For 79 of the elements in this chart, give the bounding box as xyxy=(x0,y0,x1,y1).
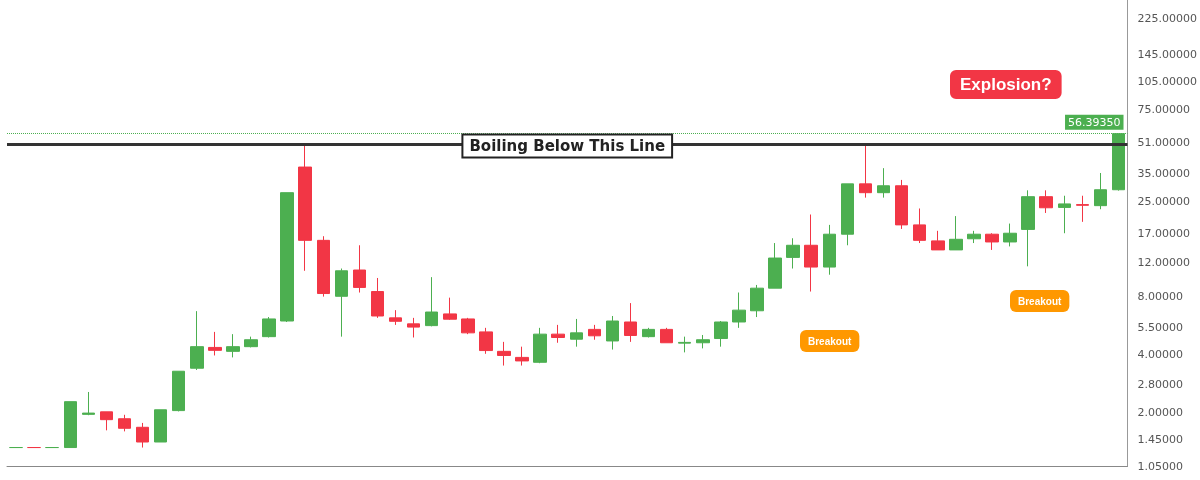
candlestick xyxy=(389,309,402,326)
candlestick xyxy=(208,331,222,356)
ref-line-label: Boiling Below This Line xyxy=(469,136,666,155)
candlestick xyxy=(786,237,800,270)
candlestick xyxy=(82,391,95,416)
candlestick xyxy=(407,317,420,338)
y-tick-label: 145.00000 xyxy=(1137,48,1198,62)
y-tick-label: 35.00000 xyxy=(1137,166,1191,180)
candlestick xyxy=(1094,172,1107,210)
candlestick xyxy=(280,192,294,323)
y-tick-label: 1.45000 xyxy=(1137,432,1184,446)
candlestick xyxy=(425,276,438,327)
candlestick xyxy=(1058,195,1071,234)
candlestick xyxy=(353,244,366,294)
candlestick xyxy=(895,179,908,230)
candlestick xyxy=(714,320,728,348)
candlestick xyxy=(877,167,890,199)
candlestick xyxy=(262,316,276,338)
candlestick xyxy=(244,336,258,348)
y-tick-label: 25.00000 xyxy=(1137,195,1191,209)
candlestick xyxy=(660,327,673,344)
candlestick xyxy=(497,341,511,367)
y-tick-label: 1.05000 xyxy=(1137,459,1184,473)
y-tick-label: 12.00000 xyxy=(1137,256,1191,270)
candlestick xyxy=(172,370,185,412)
y-tick-label: 51.00000 xyxy=(1137,135,1191,149)
y-tick-label: 2.00000 xyxy=(1137,405,1184,419)
y-tick-label: 75.00000 xyxy=(1137,103,1191,117)
candlestick xyxy=(443,297,457,321)
candlestick xyxy=(335,268,348,338)
candlestick xyxy=(1076,195,1089,223)
candlestick xyxy=(317,235,330,298)
candlestick xyxy=(823,224,836,276)
annotation: Breakout xyxy=(1018,295,1063,307)
candlestick xyxy=(226,333,240,358)
candlestick xyxy=(570,318,583,348)
y-tick-label: 5.50000 xyxy=(1137,321,1184,335)
candlestick xyxy=(696,334,710,349)
candlestick xyxy=(371,277,384,319)
y-tick-label: 105.00000 xyxy=(1137,75,1198,89)
candlestick xyxy=(588,324,601,341)
ref-line-label: 56.39350 xyxy=(1068,115,1121,129)
annotation: Explosion? xyxy=(960,75,1052,94)
candlestick xyxy=(551,324,565,344)
candlestick xyxy=(678,336,691,353)
candlestick xyxy=(118,414,131,432)
candlestick xyxy=(859,144,872,199)
y-tick-label: 8.00000 xyxy=(1137,290,1184,304)
candlestick xyxy=(64,401,77,449)
candlestick xyxy=(1003,223,1017,247)
candlestick xyxy=(768,242,782,289)
y-tick-label: 2.80000 xyxy=(1137,377,1184,391)
candlestick xyxy=(967,230,981,244)
candlestick xyxy=(533,327,547,364)
candlestick xyxy=(913,208,926,244)
candlestick xyxy=(298,143,312,272)
candlestick xyxy=(461,317,475,335)
candlestick xyxy=(190,310,204,371)
candlestick xyxy=(750,284,764,318)
candlestick xyxy=(624,302,637,343)
candlestick xyxy=(949,215,963,251)
y-tick-label: 4.00000 xyxy=(1137,347,1184,361)
candlestick xyxy=(154,409,167,443)
candlestick xyxy=(136,422,149,449)
y-tick-label: 17.00000 xyxy=(1137,227,1191,241)
candlestick xyxy=(515,346,529,367)
annotation: Breakout xyxy=(808,335,853,347)
candlestick xyxy=(841,183,854,246)
candlestick xyxy=(804,214,818,293)
candlestick xyxy=(732,292,746,329)
candlestick xyxy=(479,327,493,355)
candlestick xyxy=(100,411,113,431)
candlestick xyxy=(606,315,619,351)
candlestick xyxy=(931,230,945,251)
candlestick xyxy=(1039,189,1053,214)
candlestick xyxy=(985,232,999,251)
candlestick xyxy=(1021,189,1035,267)
y-tick-label: 225.00000 xyxy=(1137,11,1198,25)
candlestick xyxy=(642,327,655,338)
